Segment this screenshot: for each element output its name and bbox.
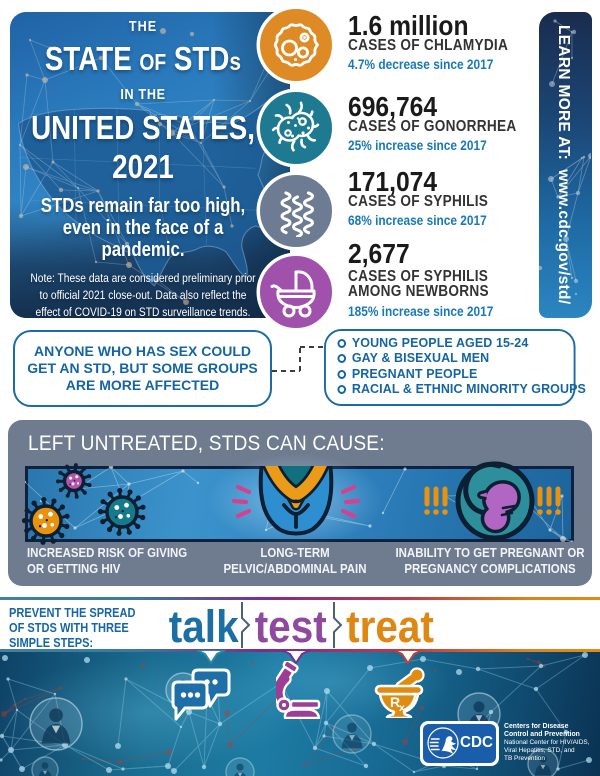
svg-text:R: R <box>390 694 400 710</box>
svg-text:x: x <box>399 702 405 714</box>
